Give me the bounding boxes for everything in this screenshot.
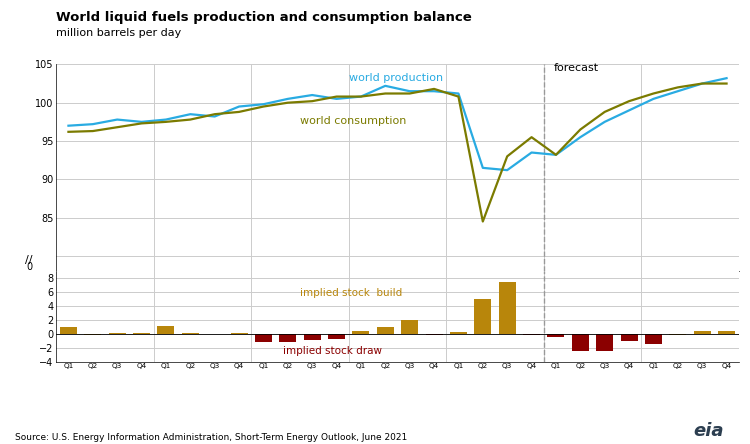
Bar [450, 332, 467, 334]
Bar [425, 334, 442, 335]
Bar [109, 333, 126, 334]
Bar [645, 334, 662, 345]
Bar [620, 334, 638, 341]
Bar [304, 334, 321, 340]
Bar [596, 334, 613, 351]
Bar [328, 334, 345, 339]
Text: //: // [26, 255, 33, 265]
Text: world consumption: world consumption [300, 116, 406, 126]
Bar [84, 334, 101, 335]
Bar [158, 325, 175, 334]
Bar [279, 334, 296, 342]
Bar [401, 320, 418, 334]
Bar [572, 334, 589, 351]
Bar [352, 330, 370, 334]
Text: million barrels per day: million barrels per day [56, 28, 182, 38]
Bar [255, 334, 272, 342]
Bar [182, 333, 199, 334]
Text: forecast: forecast [554, 63, 598, 72]
Bar [60, 327, 77, 334]
Bar [499, 282, 516, 334]
Text: world production: world production [349, 73, 442, 83]
Text: eia: eia [694, 421, 724, 440]
Text: implied stock  build: implied stock build [300, 288, 402, 297]
Text: World liquid fuels production and consumption balance: World liquid fuels production and consum… [56, 11, 472, 24]
Bar [718, 330, 735, 334]
Bar [133, 333, 150, 334]
Bar [548, 334, 565, 337]
Text: Source: U.S. Energy Information Administration, Short-Term Energy Outlook, June : Source: U.S. Energy Information Administ… [15, 433, 407, 442]
Bar [474, 299, 491, 334]
Bar [523, 334, 540, 335]
Text: implied stock draw: implied stock draw [283, 346, 382, 356]
Text: 0: 0 [26, 262, 32, 272]
Bar [230, 333, 248, 334]
Bar [669, 334, 686, 335]
Bar [694, 330, 711, 334]
Bar [376, 327, 394, 334]
